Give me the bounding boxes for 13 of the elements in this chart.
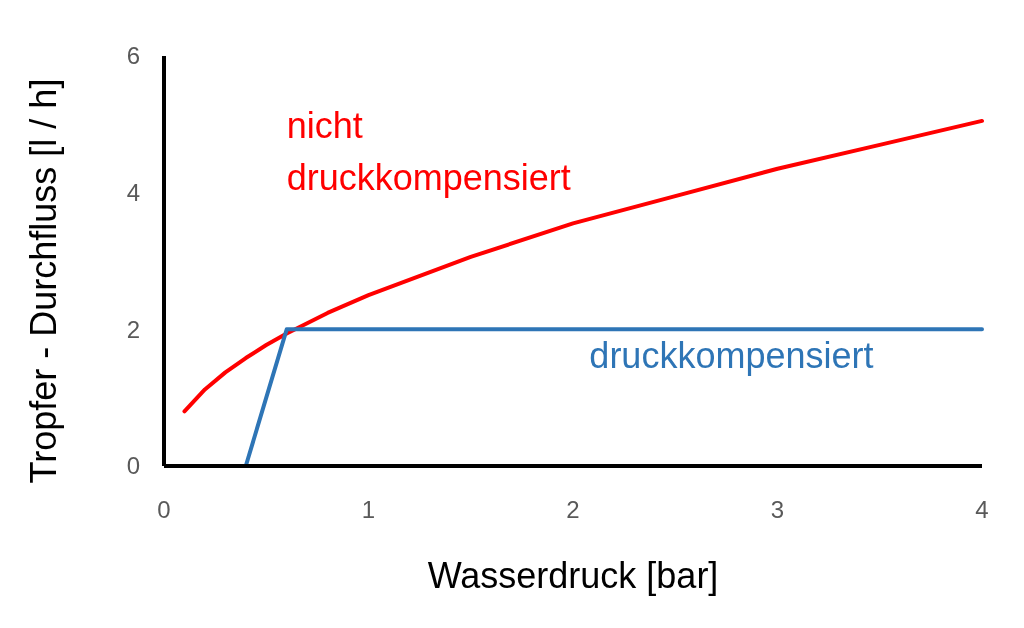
x-tick-label: 3 <box>770 496 785 523</box>
x-axis-title: Wasserdruck [bar] <box>427 555 719 596</box>
y-tick-label: 4 <box>126 179 140 207</box>
series-label: nicht druckkompensiert <box>286 105 571 199</box>
x-tick-label: 2 <box>566 496 580 523</box>
y-axis-title: Tropfer - Durchfluss [l / h] <box>23 78 64 484</box>
y-tick-label: 6 <box>126 42 140 70</box>
x-tick-label: 1 <box>361 496 376 523</box>
y-tick-label: 0 <box>126 452 140 480</box>
y-tick-label: 2 <box>126 315 140 343</box>
x-tick-label: 4 <box>975 496 989 523</box>
series-label: druckkompensiert <box>589 334 874 376</box>
x-tick-label: 0 <box>157 496 171 523</box>
